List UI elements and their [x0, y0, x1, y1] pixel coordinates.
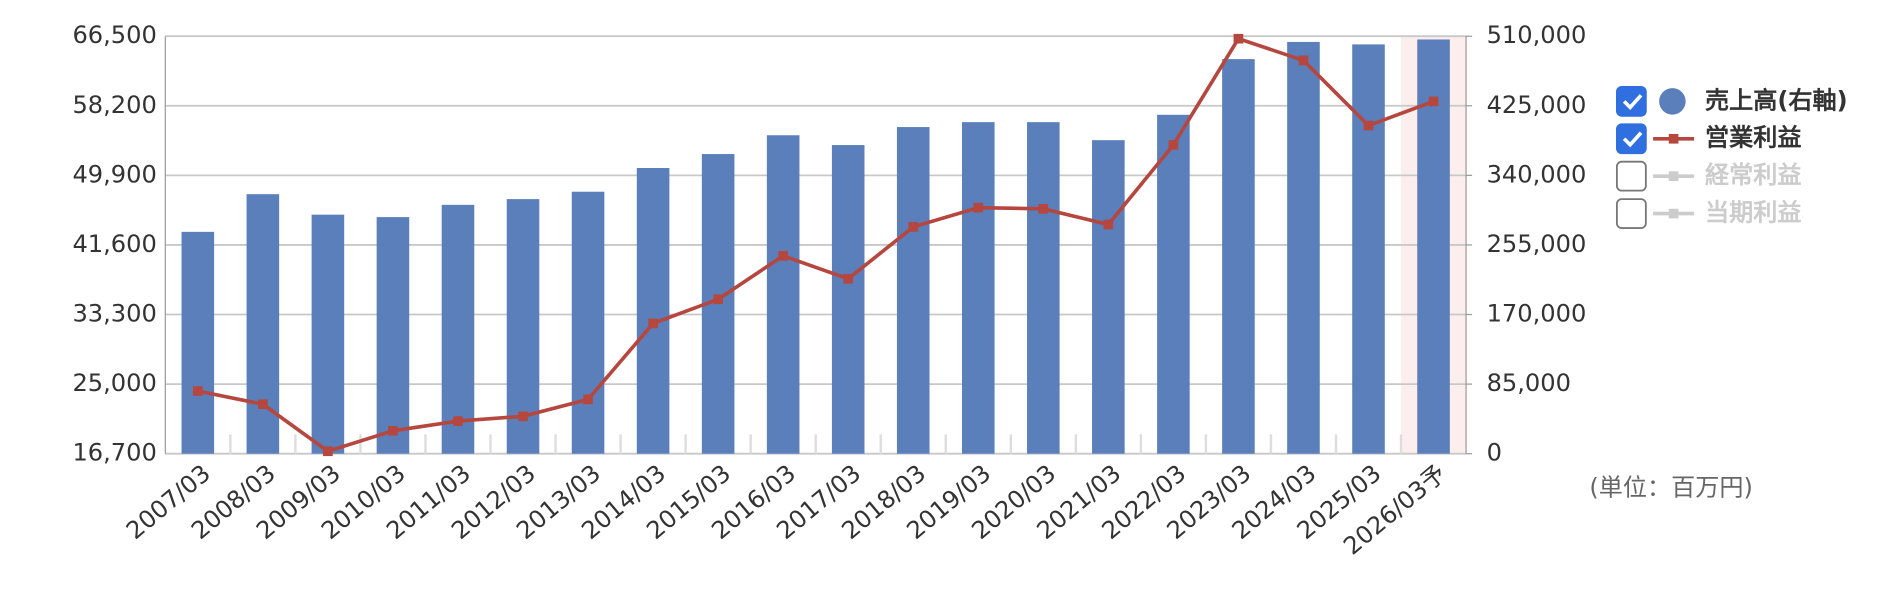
line-marker	[583, 394, 593, 405]
line-marker	[973, 202, 984, 213]
y2-tick-label: 85,000	[1487, 369, 1571, 397]
line-marker	[258, 399, 268, 410]
line-marker	[843, 273, 854, 284]
line-marker	[1233, 33, 1244, 44]
line	[197, 36, 1435, 454]
bar	[1287, 41, 1320, 454]
bar	[181, 231, 215, 454]
bar	[766, 135, 800, 454]
y2-tick-label: 0	[1487, 439, 1502, 467]
bar	[376, 217, 410, 454]
line-marker	[778, 251, 788, 261]
legend-checkbox	[1615, 198, 1647, 229]
bar	[441, 204, 475, 454]
y-tick-label: 49,900	[72, 160, 156, 188]
bar	[311, 214, 345, 454]
y-tick-label: 16,700	[72, 439, 156, 467]
bar	[1222, 59, 1255, 454]
bar	[571, 191, 605, 454]
check-mark	[1622, 131, 1643, 148]
y2-tick-label: 255,000	[1487, 230, 1587, 258]
bar	[1092, 140, 1125, 454]
line-marker	[453, 416, 463, 426]
legend-label: 当期利益	[1705, 199, 1802, 227]
unit-annotation: (単位：百万円)	[1589, 474, 1753, 502]
line-marker	[1103, 219, 1114, 230]
legend-swatch-marker	[1668, 208, 1679, 219]
line-marker	[518, 411, 528, 422]
line-marker	[648, 318, 658, 329]
legend-item[interactable]: 当期利益	[1615, 198, 1802, 229]
legend-checkbox	[1615, 160, 1647, 192]
legend-swatch	[1659, 88, 1686, 115]
line-marker	[1038, 203, 1049, 214]
legend-label: 営業利益	[1705, 124, 1802, 152]
line-marker	[1428, 96, 1439, 107]
bar	[1417, 39, 1450, 454]
y-tick-label: 25,000	[72, 369, 156, 397]
legend-item[interactable]: 経常利益	[1615, 160, 1802, 192]
bar	[636, 167, 670, 454]
legend-swatch-marker	[1668, 133, 1679, 144]
y-tick-label: 33,300	[72, 300, 156, 328]
y2-tick-label: 170,000	[1487, 300, 1587, 328]
y-tick-label: 41,600	[72, 230, 156, 258]
bar	[1352, 44, 1385, 454]
y2-tick-label: 425,000	[1487, 91, 1587, 119]
line-marker	[1298, 55, 1309, 66]
legend-item[interactable]: 売上高(右軸)	[1615, 85, 1848, 117]
bar	[246, 194, 280, 454]
legend-item[interactable]: 営業利益	[1615, 123, 1802, 155]
legend-checkbox	[1615, 85, 1647, 117]
bar	[831, 145, 865, 454]
legend-checkbox	[1615, 123, 1647, 155]
y-tick-label: 58,200	[72, 91, 156, 119]
legend-label: 売上高(右軸)	[1705, 86, 1848, 114]
y-tick-label: 66,500	[72, 21, 156, 49]
y2-tick-label: 510,000	[1487, 21, 1587, 49]
legend-label: 経常利益	[1705, 161, 1802, 189]
bar	[896, 127, 930, 454]
bar	[506, 199, 540, 454]
line-marker	[1168, 140, 1179, 150]
bar	[1027, 122, 1060, 454]
line-marker	[323, 446, 333, 457]
line-marker	[388, 425, 398, 436]
line-marker	[193, 386, 203, 396]
line-marker	[1363, 120, 1374, 131]
y2-tick-label: 340,000	[1487, 160, 1587, 188]
check-mark	[1622, 94, 1643, 111]
bar	[961, 122, 995, 454]
line-marker	[713, 294, 723, 305]
line-marker	[908, 222, 919, 232]
bar	[1157, 114, 1190, 454]
legend-swatch-marker	[1668, 171, 1679, 181]
